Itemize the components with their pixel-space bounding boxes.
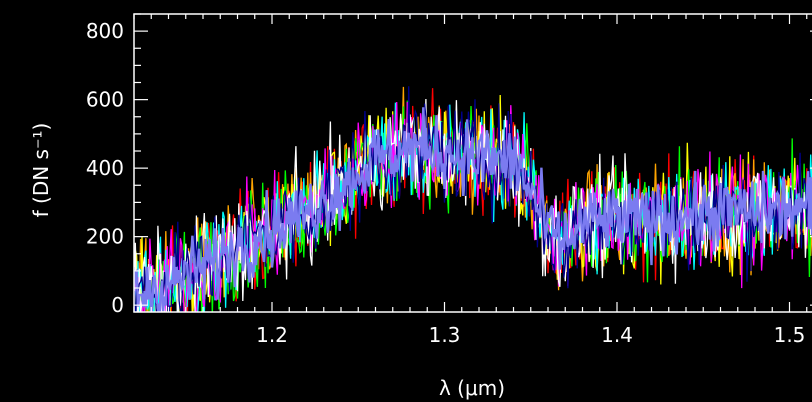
x-tick-label: 1.4 xyxy=(601,323,633,347)
y-tick-label: 400 xyxy=(86,156,124,180)
x-tick-label: 1.3 xyxy=(429,323,461,347)
x-tick-label: 1.5 xyxy=(774,323,806,347)
y-axis-label: f (DN s⁻¹) xyxy=(29,123,53,218)
plot-area xyxy=(134,86,812,312)
y-tick-label: 0 xyxy=(111,293,124,317)
y-tick-labels: 0 200 400 600 800 xyxy=(86,19,124,317)
axis-ticks xyxy=(133,13,812,312)
x-tick-labels: 1.2 1.3 1.4 1.5 xyxy=(256,323,805,347)
y-tick-label: 800 xyxy=(86,19,124,43)
x-axis-label: λ (μm) xyxy=(439,376,505,400)
y-tick-label: 600 xyxy=(86,88,124,112)
x-tick-label: 1.2 xyxy=(256,323,288,347)
y-tick-label: 200 xyxy=(86,225,124,249)
spectrum-series-9 xyxy=(134,107,812,312)
